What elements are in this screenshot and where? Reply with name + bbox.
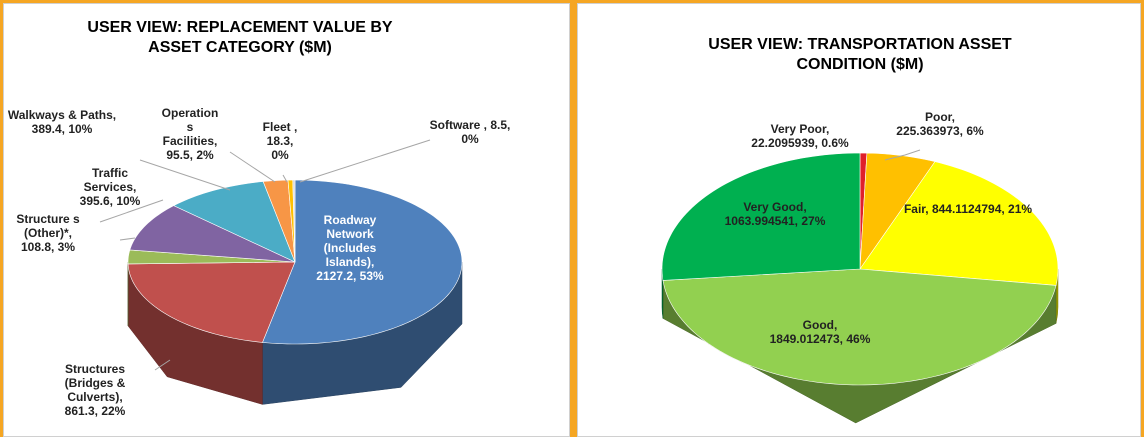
leader-line [154,359,171,371]
pie-slice [127,249,296,265]
leader-line [884,149,921,161]
data-label: Operation s Facilities, 95.5, 2% [161,106,219,162]
data-label: Good, 1849.012473, 46% [769,318,871,346]
pie-slice [127,261,296,343]
chart-title: USER VIEW: REPLACEMENT VALUE BY ASSET CA… [87,19,393,56]
data-label: Very Poor, 22.2095939, 0.6% [751,122,849,150]
data-label: Structures (Bridges & Culverts), 861.3, … [64,362,126,418]
leader-line [99,199,164,223]
pie-slice [262,179,463,345]
leader-line [299,139,431,183]
pie-slice [859,161,1059,286]
data-label: Poor, 225.363973, 6% [896,110,984,138]
leader-line [119,237,136,241]
data-label: Software , 8.5, 0% [429,118,511,146]
data-label: Walkways & Paths, 389.4, 10% [7,108,117,136]
data-label: Traffic Services, 395.6, 10% [79,166,141,208]
pie-slice [173,181,296,263]
chart-title: USER VIEW: TRANSPORTATION ASSET CONDITIO… [708,36,1012,73]
pie-slice [292,179,296,263]
pie-slice [662,268,1057,386]
leader-line [229,151,276,183]
data-label: Structure s (Other)*, 108.8, 3% [16,212,80,254]
data-label: Very Good, 1063.994541, 27% [724,200,826,228]
pie-slice [129,205,296,263]
data-label: Fair, 844.1124794, 21% [903,202,1033,216]
leader-lines [99,139,921,371]
data-label: Roadway Network (Includes Islands), 2127… [316,213,384,283]
leader-line [282,174,288,183]
leader-line [139,159,231,191]
pie-slice [262,179,296,263]
pie-slice [661,152,861,281]
data-label: Fleet , 18.3, 0% [262,120,298,162]
